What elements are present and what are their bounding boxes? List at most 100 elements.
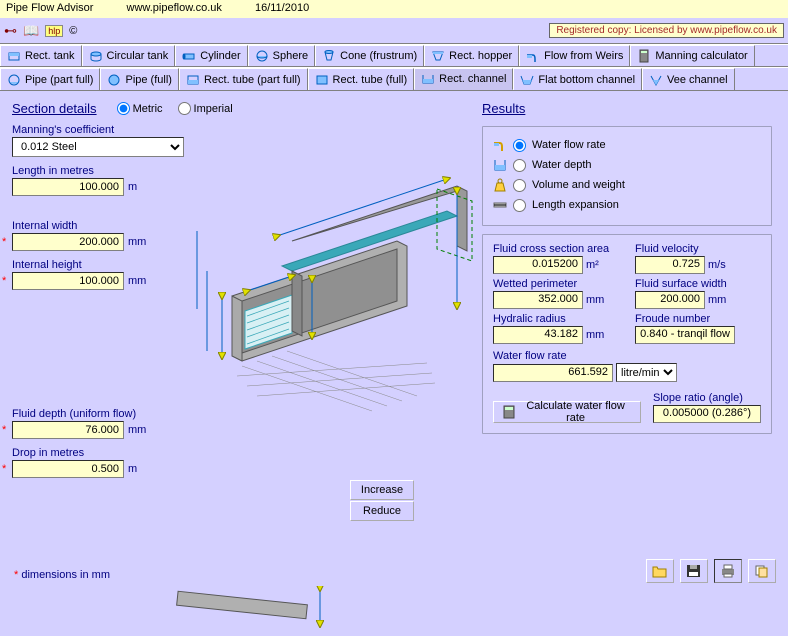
slope-value: 0.005000 (0.286°) [653,405,761,423]
floppy-icon [686,564,702,578]
tab-rect-tube-full[interactable]: Rect. tube (full) [308,68,415,90]
tab-row-2: Pipe (part full) Pipe (full) Rect. tube … [0,67,788,91]
tab-rect-tube-part[interactable]: Rect. tube (part full) [179,68,308,90]
rect-tube-full-icon [315,73,329,87]
fluid-depth-input[interactable] [12,421,124,439]
weir-icon [526,49,540,63]
fluid-area-value: 0.015200 [493,256,583,274]
drop-unit: m [128,463,137,475]
drop-label: Drop in metres [12,447,472,459]
save-button[interactable] [680,559,708,583]
rect-tube-part-icon [186,73,200,87]
app-name: Pipe Flow Advisor [6,2,93,14]
weight-icon [493,178,507,192]
req-marker: * [2,236,6,248]
metric-radio[interactable]: Metric [117,102,163,115]
depth-icon [493,158,507,172]
key-icon[interactable]: ⊷ [4,23,17,39]
channel-diagram [177,131,477,431]
tab-rect-channel[interactable]: Rect. channel [414,68,513,90]
folder-open-icon [652,564,668,578]
tab-pipe-part[interactable]: Pipe (part full) [0,68,100,90]
internal-height-unit: mm [128,275,146,287]
fluid-area-field: Fluid cross section area 0.015200m² [493,243,619,274]
registration-status: Registered copy: Licensed by www.pipeflo… [549,23,784,38]
results-options-box: Water flow rate Water depth Volume and w… [482,126,772,226]
fluid-depth-unit: mm [128,424,146,436]
flow-icon [493,138,507,152]
opt-volume[interactable]: Volume and weight [493,175,761,195]
internal-width-unit: mm [128,236,146,248]
flat-channel-icon [520,73,534,87]
req-marker: * [2,463,6,475]
manning-select[interactable]: 0.012 Steel [12,137,184,157]
copyright-icon[interactable]: © [69,25,77,37]
internal-width-input[interactable] [12,233,124,251]
title-bar: Pipe Flow Advisor www.pipeflow.co.uk 16/… [0,0,788,18]
drop-input[interactable] [12,460,124,478]
book-icon[interactable]: 📖 [23,23,39,39]
print-button[interactable] [714,559,742,583]
internal-height-input[interactable] [12,272,124,290]
flow-rate-value: 661.592 [493,364,613,382]
tab-circular-tank[interactable]: Circular tank [82,45,176,66]
calculate-button[interactable]: Calculate water flow rate [493,401,641,423]
increase-reduce-buttons: Increase Reduce [350,480,414,521]
results-panel: Results Water flow rate Water depth Volu… [482,101,772,581]
circular-tank-icon [89,49,103,63]
hydraulic-value: 43.182 [493,326,583,344]
wetted-field: Wetted perimeter 352.000mm [493,278,619,309]
increase-button[interactable]: Increase [350,480,414,500]
opt-flow-rate[interactable]: Water flow rate [493,135,761,155]
tab-vee-channel[interactable]: Vee channel [642,68,735,90]
fluid-velocity-field: Fluid velocity 0.725m/s [635,243,761,274]
flow-rate-unit-select[interactable]: litre/min [616,363,677,382]
tab-flow-weirs[interactable]: Flow from Weirs [519,45,630,66]
results-values-box: Fluid cross section area 0.015200m² Flui… [482,234,772,434]
cone-icon [322,49,336,63]
toolbar: ⊷ 📖 hlp © Registered copy: Licensed by w… [0,18,788,44]
pipe-full-icon [107,73,121,87]
copy-icon [754,564,770,578]
reduce-button[interactable]: Reduce [350,501,414,521]
help-icon[interactable]: hlp [45,25,63,37]
dimensions-note: * dimensions in mm [14,569,110,581]
copy-button[interactable] [748,559,776,583]
tab-rect-hopper[interactable]: Rect. hopper [424,45,519,66]
open-button[interactable] [646,559,674,583]
vee-channel-icon [649,73,663,87]
drop-field: * Drop in metres m [12,447,472,478]
app-url: www.pipeflow.co.uk [127,2,222,14]
rect-channel-icon [421,72,435,86]
froude-field: Froude number 0.840 - tranqil flow [635,313,761,344]
flow-rate-row: Water flow rate 661.592 litre/min [493,350,761,382]
froude-value: 0.840 - tranqil flow [635,326,735,344]
tab-sphere[interactable]: Sphere [248,45,315,66]
tab-rect-tank[interactable]: Rect. tank [0,45,82,66]
hopper-icon [431,49,445,63]
surface-width-value: 200.000 [635,291,705,309]
wetted-value: 352.000 [493,291,583,309]
rect-tank-icon [7,49,21,63]
calculator-icon [502,405,515,419]
results-title: Results [482,101,772,116]
tab-pipe-full[interactable]: Pipe (full) [100,68,178,90]
sphere-icon [255,49,269,63]
fluid-velocity-value: 0.725 [635,256,705,274]
hydraulic-field: Hydralic radius 43.182mm [493,313,619,344]
tab-manning-calc[interactable]: Manning calculator [630,45,754,66]
tab-flat-bottom[interactable]: Flat bottom channel [513,68,642,90]
length-input[interactable] [12,178,124,196]
slope-diagram [172,586,342,636]
section-title: Section details [12,101,97,116]
imperial-radio[interactable]: Imperial [178,102,233,115]
tab-row-1: Rect. tank Circular tank Cylinder Sphere… [0,44,788,67]
tab-cone[interactable]: Cone (frustrum) [315,45,424,66]
length-unit: m [128,181,137,193]
pipe-part-icon [7,73,21,87]
printer-icon [720,564,736,578]
footer-buttons [646,559,776,583]
tab-cylinder[interactable]: Cylinder [175,45,247,66]
opt-water-depth[interactable]: Water depth [493,155,761,175]
opt-expansion[interactable]: Length expansion [493,195,761,215]
